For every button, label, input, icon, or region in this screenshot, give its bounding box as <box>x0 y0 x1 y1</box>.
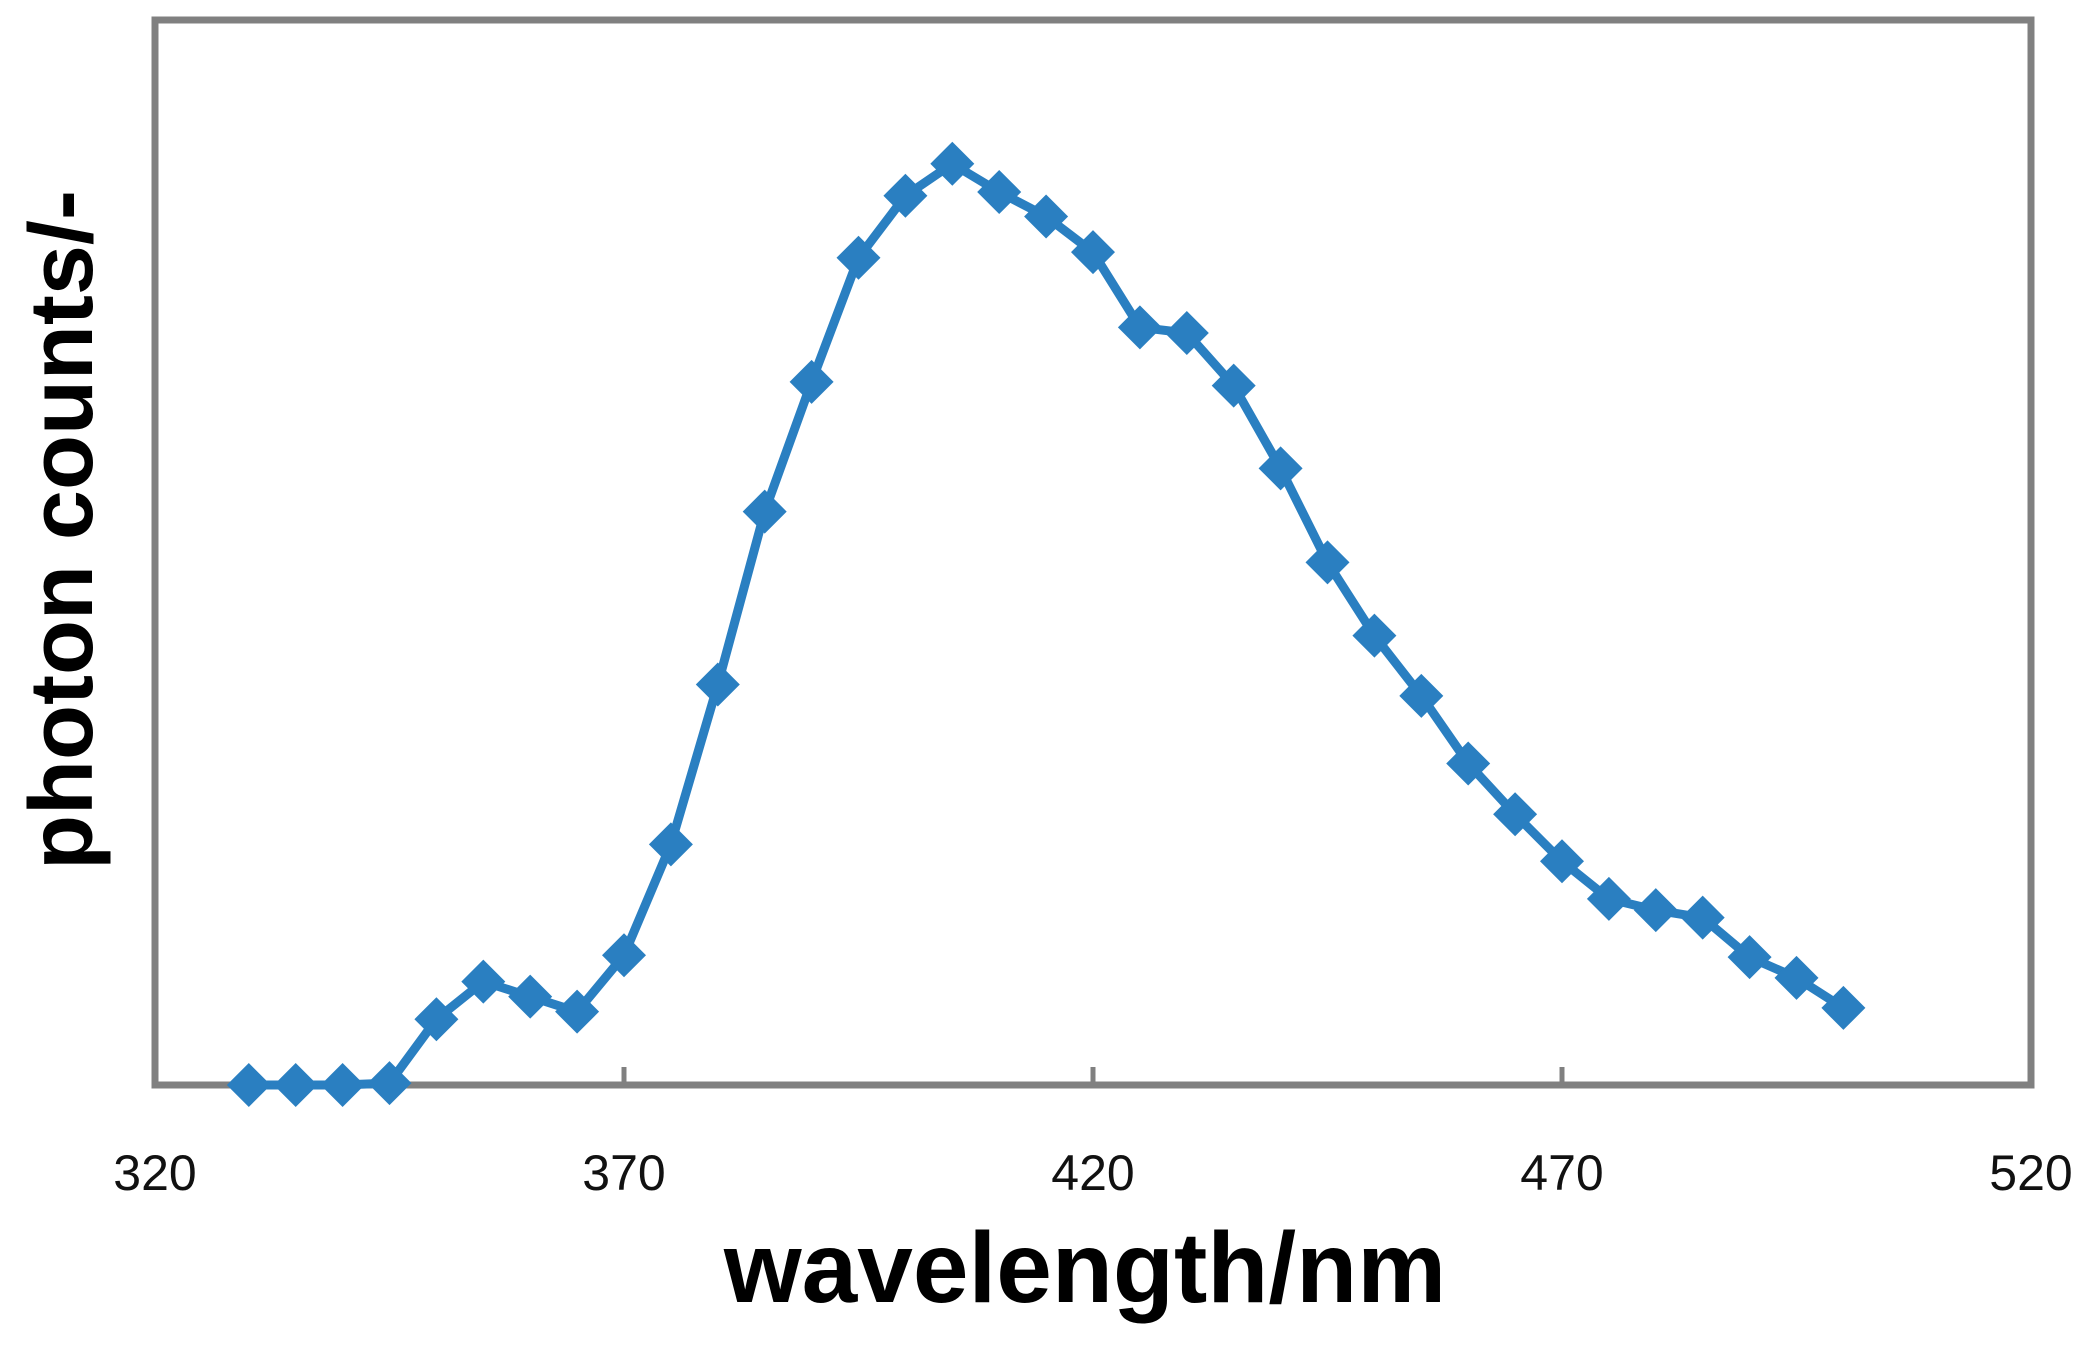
data-point-marker <box>414 997 459 1042</box>
data-point-marker <box>555 989 600 1034</box>
x-tick-label: 520 <box>1989 1145 2072 1201</box>
data-point-marker <box>789 359 834 404</box>
data-point-marker <box>1399 673 1444 718</box>
data-point-marker <box>648 822 693 867</box>
data-point-marker <box>1821 985 1866 1030</box>
data-point-marker <box>1305 540 1350 585</box>
x-axis-ticks <box>621 1067 1565 1085</box>
data-point-marker <box>1493 792 1538 837</box>
data-point-marker <box>1164 311 1209 355</box>
series-markers <box>226 141 1866 1107</box>
data-point-marker <box>695 662 740 707</box>
data-point-marker <box>1258 446 1303 491</box>
data-point-marker <box>742 489 787 534</box>
data-point-marker <box>836 235 881 280</box>
x-axis-tick-labels: 320 370 420 470 520 <box>113 1145 2072 1201</box>
x-tick-label: 320 <box>113 1145 196 1201</box>
data-point-marker <box>602 933 646 978</box>
data-point-marker <box>1071 230 1115 275</box>
data-point-marker <box>367 1061 412 1106</box>
data-point-marker <box>320 1063 365 1107</box>
x-tick-label: 470 <box>1520 1145 1603 1201</box>
x-axis-title: wavelength/nm <box>723 1212 1446 1324</box>
data-point-marker <box>977 170 1022 214</box>
y-axis-title: photon counts/- <box>12 190 112 870</box>
data-point-marker <box>1211 363 1256 408</box>
plot-frame <box>151 16 2035 1089</box>
x-tick-label: 420 <box>1051 1145 1134 1201</box>
data-point-marker <box>508 974 553 1019</box>
data-point-marker <box>1117 305 1162 350</box>
data-point-marker <box>883 173 928 218</box>
data-point-marker <box>461 959 506 1004</box>
x-tick-label: 370 <box>582 1145 665 1201</box>
data-point-marker <box>1024 194 1069 239</box>
data-point-marker <box>226 1063 271 1107</box>
data-point-marker <box>1774 955 1819 1000</box>
data-point-marker <box>1633 888 1678 933</box>
data-point-marker <box>1352 613 1397 658</box>
data-point-marker <box>1680 895 1725 940</box>
data-point-marker <box>1540 839 1584 884</box>
data-point-marker <box>273 1063 318 1107</box>
data-point-marker <box>1446 741 1491 786</box>
data-point-marker <box>1586 876 1631 921</box>
data-point-marker <box>1727 935 1772 980</box>
data-point-marker <box>930 141 975 186</box>
